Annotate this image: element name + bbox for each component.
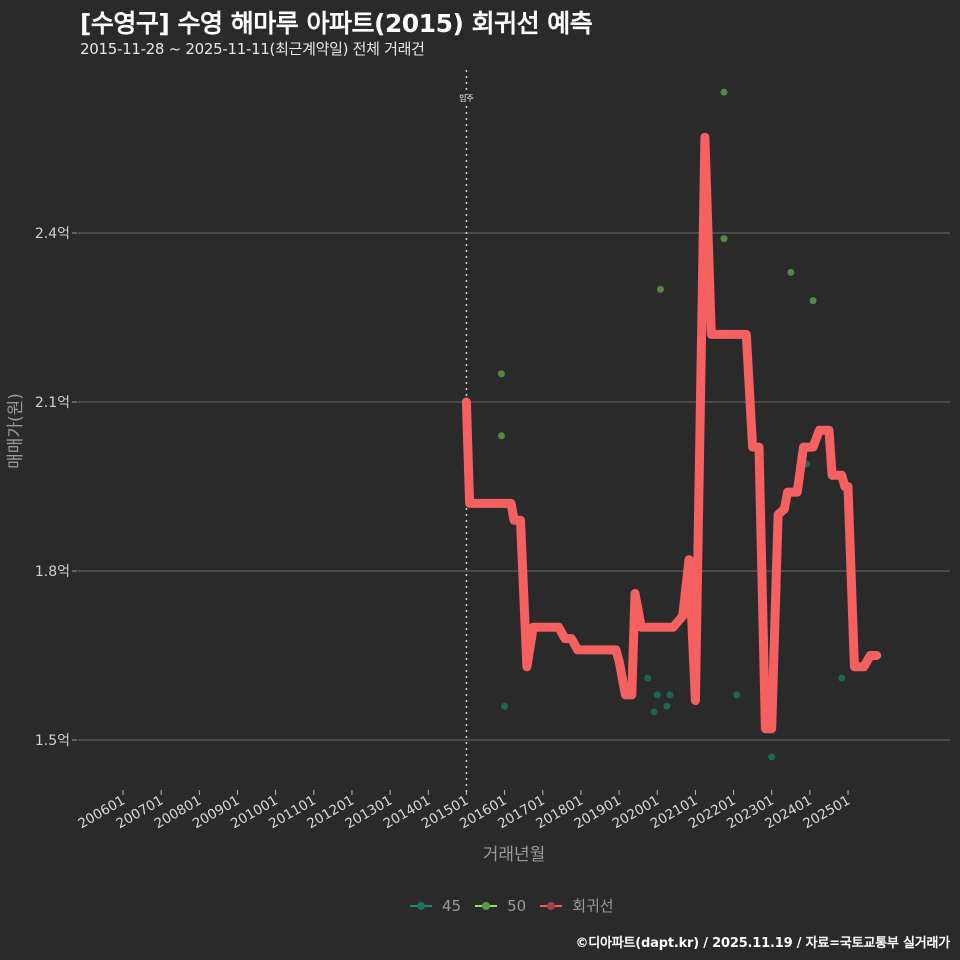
data-point-50 (787, 268, 795, 276)
move-in-line: 입주 (459, 70, 474, 796)
regression-path (461, 132, 882, 734)
y-axis-label: 매매가(원) (6, 393, 26, 469)
chart-subtitle: 2015-11-28 ~ 2025-11-11(최근계약일) 전체 거래건 (80, 40, 425, 58)
data-point-45 (838, 674, 846, 682)
legend-key-icon (540, 900, 563, 912)
data-point-50 (656, 285, 664, 293)
y-tick-label: 2.1억 (35, 395, 70, 411)
legend-label: 회귀선 (572, 897, 614, 915)
data-point-45 (501, 702, 509, 710)
data-point-45 (644, 674, 652, 682)
legend-item-50[interactable]: 50 (475, 897, 526, 915)
legend-key-icon (410, 900, 432, 912)
y-tick-label: 1.5억 (35, 733, 70, 749)
source-caption: ©디아파트(dapt.kr) / 2025.11.19 / 자료=국토교통부 실… (575, 936, 950, 951)
data-point-45 (653, 691, 661, 699)
data-point-50 (809, 297, 817, 305)
x-axis-ticks: 2006012007012008012009012010012011012012… (75, 790, 853, 832)
data-point-50 (497, 432, 505, 440)
legend-item-45[interactable]: 45 (410, 897, 461, 915)
data-point-50 (720, 88, 728, 96)
legend-label: 45 (442, 896, 462, 915)
y-tick-label: 2.4억 (35, 226, 70, 242)
move-in-label: 입주 (459, 94, 474, 103)
data-point-45 (663, 702, 671, 710)
data-point-45 (733, 691, 741, 699)
chart-title: [수영구] 수영 해마루 아파트(2015) 회귀선 예측 (80, 9, 593, 38)
scatter-50 (497, 88, 817, 440)
data-point-45 (768, 753, 776, 761)
scatter-45 (501, 460, 846, 761)
regression-line (461, 132, 882, 734)
legend-item-regression[interactable]: 회귀선 (540, 895, 614, 916)
legend-key-icon (475, 900, 498, 912)
legend: 45 50 회귀선 (410, 895, 620, 916)
grid-lines (78, 232, 950, 741)
data-point-50 (720, 235, 728, 243)
legend-label: 50 (507, 896, 527, 915)
data-point-45 (666, 691, 674, 699)
data-point-45 (650, 708, 658, 716)
y-tick-label: 1.8억 (35, 564, 70, 580)
x-axis-label: 거래년월 (483, 845, 546, 865)
y-axis-ticks: 1.5억 1.8억 2.1억 2.4억 (35, 226, 77, 749)
data-point-50 (497, 370, 505, 378)
